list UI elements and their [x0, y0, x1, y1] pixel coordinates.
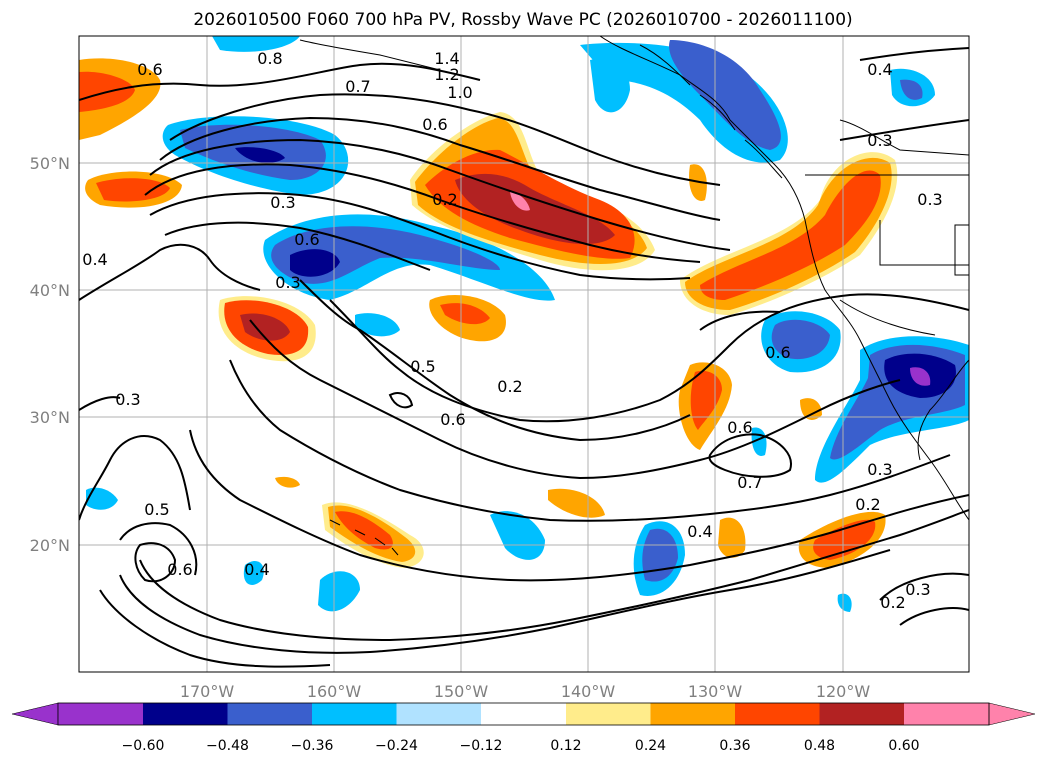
colorbar-segment: [650, 703, 735, 725]
colorbar-tick-label: 0.24: [635, 738, 666, 754]
lat-label: 40°N: [30, 281, 70, 300]
lon-label: 160°W: [307, 682, 362, 701]
contour-label: 0.2: [497, 377, 522, 396]
colorbar-segment: [58, 703, 143, 725]
contour-label: 0.3: [867, 460, 892, 479]
contour-label: 0.5: [144, 500, 169, 519]
contour-label: 0.8: [257, 49, 282, 68]
contour-label: 0.2: [880, 593, 905, 612]
colorbar-under-extension: [11, 702, 59, 726]
pv-contours: [79, 47, 969, 668]
colorbar-segment: [396, 703, 481, 725]
contour-label: 1.0: [447, 83, 472, 102]
contour-label: 0.3: [270, 193, 295, 212]
contour-label: 0.6: [167, 560, 192, 579]
colorbar-tick-label: 0.60: [888, 738, 919, 754]
colorbar-segment: [735, 703, 820, 725]
contour-label: 0.5: [410, 357, 435, 376]
map-panel: 1.4 1.2 1.0 0.8 0.7 0.6 0.6 0.3 0.2 0.6 …: [79, 36, 969, 672]
colorbar-tick-label: −0.48: [206, 738, 249, 754]
colorbar-tick-label: 0.36: [719, 738, 750, 754]
lat-label: 20°N: [30, 536, 70, 555]
contour-label: 0.6: [727, 418, 752, 437]
contour-label: 0.6: [294, 230, 319, 249]
colorbar-tick-label: −0.36: [291, 738, 334, 754]
contour-label: 0.6: [765, 343, 790, 362]
colorbar-segment: [819, 703, 904, 725]
colorbar-over-extension: [988, 702, 1036, 726]
lon-label: 130°W: [688, 682, 743, 701]
contour-label: 0.4: [687, 522, 712, 541]
contour-label: 0.6: [440, 410, 465, 429]
contour-label: 0.3: [917, 190, 942, 209]
lon-label: 170°W: [180, 682, 235, 701]
colorbar-segment: [904, 703, 989, 725]
colorbar-segment: [481, 703, 566, 725]
contour-label: 0.7: [737, 473, 762, 492]
colorbar-segment: [143, 703, 228, 725]
lon-label: 150°W: [434, 682, 489, 701]
map-title: 2026010500 F060 700 hPa PV, Rossby Wave …: [193, 10, 852, 30]
contour-label: 0.2: [855, 495, 880, 514]
contour-label: 0.2: [432, 190, 457, 209]
graticule: [79, 36, 969, 672]
colorbar-segment: [312, 703, 397, 725]
contour-label: 0.4: [867, 60, 892, 79]
lon-label: 140°W: [561, 682, 616, 701]
colorbar-tick-label: 0.12: [550, 738, 581, 754]
colorbar-segment: [566, 703, 651, 725]
contour-label: 0.3: [867, 131, 892, 150]
contour-label: 0.3: [115, 390, 140, 409]
colorbar-tick-label: −0.24: [375, 738, 418, 754]
contour-label: 0.4: [244, 560, 269, 579]
contour-label: 0.6: [422, 115, 447, 134]
colorbar-tick-label: −0.12: [460, 738, 503, 754]
contour-label: 0.3: [905, 580, 930, 599]
colorbar-segment: [227, 703, 312, 725]
colorbar-tick-label: 0.48: [804, 738, 835, 754]
lat-label: 30°N: [30, 408, 70, 427]
lon-label: 120°W: [816, 682, 871, 701]
colorbar-tick-label: −0.60: [122, 738, 165, 754]
coastlines: [299, 36, 969, 556]
contour-label: 0.4: [82, 250, 107, 269]
colorbar: −0.60 −0.48 −0.36 −0.24 −0.12 0.12 0.24 …: [11, 702, 1036, 754]
contour-label: 0.7: [345, 77, 370, 96]
contour-label: 1.2: [434, 65, 459, 84]
contour-labels: 1.4 1.2 1.0 0.8 0.7 0.6 0.6 0.3 0.2 0.6 …: [82, 49, 942, 612]
contour-label: 1.4: [434, 49, 459, 68]
map-frame: [78, 35, 970, 673]
contour-label: 0.6: [137, 60, 162, 79]
lat-labels: 50°N 40°N 30°N 20°N: [30, 154, 70, 555]
lat-label: 50°N: [30, 154, 70, 173]
contour-label: 0.3: [275, 273, 300, 292]
lon-labels: 170°W 160°W 150°W 140°W 130°W 120°W: [180, 682, 871, 701]
